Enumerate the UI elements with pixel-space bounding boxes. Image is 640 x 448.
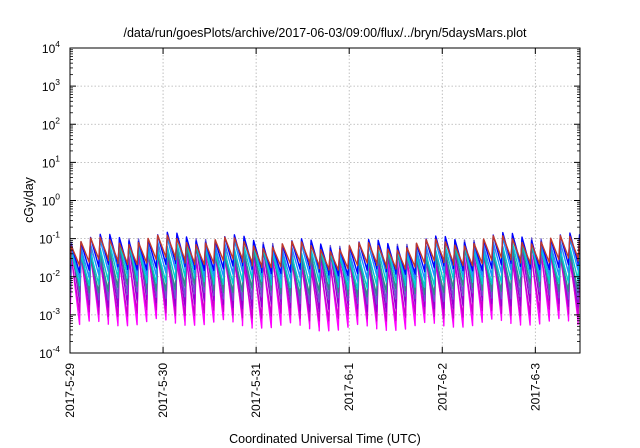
series-line bbox=[70, 234, 580, 271]
y-axis: 10-4 10-3 10-2 10-1 100 101 102 103 104 bbox=[39, 39, 580, 361]
x-tick-label: 2017-5-31 bbox=[249, 363, 263, 418]
x-tick-label: 2017-5-30 bbox=[156, 363, 170, 418]
series-line bbox=[70, 245, 580, 298]
x-axis-label: Coordinated Universal Time (UTC) bbox=[229, 432, 421, 446]
x-tick-label: 2017-6-1 bbox=[342, 363, 356, 411]
series-line bbox=[70, 252, 580, 322]
y-tick-label: 10-4 bbox=[39, 344, 60, 361]
x-tick-label: 2017-6-2 bbox=[435, 363, 449, 411]
y-tick-label: 103 bbox=[42, 77, 60, 94]
y-axis-label: cGy/day bbox=[22, 176, 36, 223]
series-group bbox=[70, 231, 580, 332]
x-axis: 2017-5-29 2017-5-30 2017-5-31 2017-6-1 2017-… bbox=[63, 48, 542, 418]
y-tick-label: 101 bbox=[42, 153, 60, 170]
y-tick-label: 10-1 bbox=[39, 230, 60, 247]
y-tick-label: 10-3 bbox=[39, 306, 60, 323]
y-tick-label: 104 bbox=[42, 39, 60, 56]
y-tick-label: 100 bbox=[42, 192, 60, 209]
y-tick-label: 10-2 bbox=[39, 268, 60, 285]
x-tick-label: 2017-5-29 bbox=[63, 363, 77, 418]
x-tick-label: 2017-6-3 bbox=[528, 363, 542, 411]
chart-title: /data/run/goesPlots/archive/2017-06-03/0… bbox=[123, 26, 527, 40]
y-tick-label: 102 bbox=[42, 115, 60, 132]
